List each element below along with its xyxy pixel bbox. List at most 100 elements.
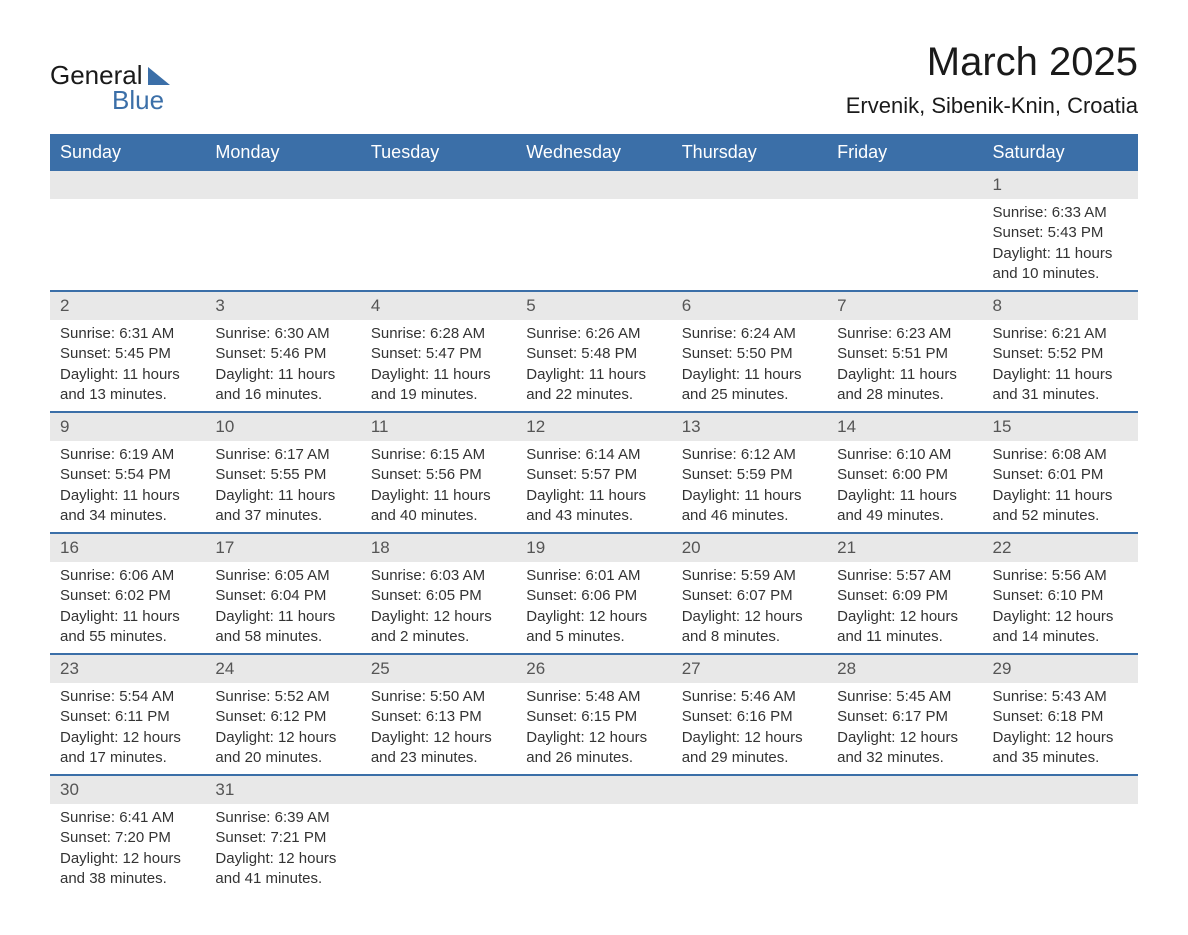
- calendar-cell: [983, 775, 1138, 895]
- sunrise-line: Sunrise: 6:24 AM: [682, 325, 796, 342]
- calendar-cell: [827, 171, 982, 291]
- logo: General Blue: [50, 60, 170, 116]
- day-number: 30: [50, 776, 205, 804]
- daylight-line2: and 46 minutes.: [682, 507, 789, 524]
- daylight-line2: and 5 minutes.: [526, 628, 624, 645]
- daylight-line: Daylight: 11 hours: [215, 608, 335, 625]
- sunset-line: Sunset: 5:43 PM: [993, 224, 1104, 241]
- day-number: 18: [361, 534, 516, 562]
- day-details: Sunrise: 6:30 AMSunset: 5:46 PMDaylight:…: [205, 320, 360, 411]
- sunset-line: Sunset: 6:10 PM: [993, 587, 1104, 604]
- calendar-cell: 11Sunrise: 6:15 AMSunset: 5:56 PMDayligh…: [361, 412, 516, 533]
- daylight-line2: and 35 minutes.: [993, 749, 1100, 766]
- daylight-line2: and 23 minutes.: [371, 749, 478, 766]
- daylight-line: Daylight: 12 hours: [993, 729, 1114, 746]
- day-details: Sunrise: 6:19 AMSunset: 5:54 PMDaylight:…: [50, 441, 205, 532]
- calendar-cell: [50, 171, 205, 291]
- sunrise-line: Sunrise: 6:03 AM: [371, 567, 485, 584]
- daylight-line: Daylight: 11 hours: [993, 487, 1113, 504]
- empty-day-header: [50, 171, 205, 199]
- sunset-line: Sunset: 5:48 PM: [526, 345, 637, 362]
- month-title: March 2025: [846, 40, 1138, 85]
- day-number: 6: [672, 292, 827, 320]
- title-block: March 2025 Ervenik, Sibenik-Knin, Croati…: [846, 40, 1138, 119]
- sunrise-line: Sunrise: 5:43 AM: [993, 688, 1107, 705]
- day-details: Sunrise: 5:54 AMSunset: 6:11 PMDaylight:…: [50, 683, 205, 774]
- daylight-line2: and 31 minutes.: [993, 386, 1100, 403]
- day-number: 19: [516, 534, 671, 562]
- calendar-cell: 1Sunrise: 6:33 AMSunset: 5:43 PMDaylight…: [983, 171, 1138, 291]
- calendar-row: 16Sunrise: 6:06 AMSunset: 6:02 PMDayligh…: [50, 533, 1138, 654]
- sunset-line: Sunset: 5:54 PM: [60, 466, 171, 483]
- weekday-header: Tuesday: [361, 134, 516, 171]
- daylight-line: Daylight: 12 hours: [682, 729, 803, 746]
- calendar-table: Sunday Monday Tuesday Wednesday Thursday…: [50, 134, 1138, 895]
- empty-day-header: [672, 776, 827, 804]
- day-number: 12: [516, 413, 671, 441]
- day-number: 11: [361, 413, 516, 441]
- daylight-line2: and 32 minutes.: [837, 749, 944, 766]
- sunrise-line: Sunrise: 6:01 AM: [526, 567, 640, 584]
- sunrise-line: Sunrise: 5:54 AM: [60, 688, 174, 705]
- empty-day-body: [205, 199, 360, 290]
- empty-day-header: [983, 776, 1138, 804]
- day-number: 16: [50, 534, 205, 562]
- sunset-line: Sunset: 6:02 PM: [60, 587, 171, 604]
- day-details: Sunrise: 5:50 AMSunset: 6:13 PMDaylight:…: [361, 683, 516, 774]
- sunset-line: Sunset: 6:04 PM: [215, 587, 326, 604]
- calendar-cell: 4Sunrise: 6:28 AMSunset: 5:47 PMDaylight…: [361, 291, 516, 412]
- daylight-line: Daylight: 11 hours: [682, 487, 802, 504]
- daylight-line2: and 10 minutes.: [993, 265, 1100, 282]
- sunset-line: Sunset: 5:51 PM: [837, 345, 948, 362]
- sunset-line: Sunset: 5:47 PM: [371, 345, 482, 362]
- calendar-row: 9Sunrise: 6:19 AMSunset: 5:54 PMDaylight…: [50, 412, 1138, 533]
- sunset-line: Sunset: 6:11 PM: [60, 708, 170, 725]
- sunrise-line: Sunrise: 5:59 AM: [682, 567, 796, 584]
- daylight-line2: and 37 minutes.: [215, 507, 322, 524]
- calendar-cell: 15Sunrise: 6:08 AMSunset: 6:01 PMDayligh…: [983, 412, 1138, 533]
- calendar-cell: 12Sunrise: 6:14 AMSunset: 5:57 PMDayligh…: [516, 412, 671, 533]
- calendar-cell: 3Sunrise: 6:30 AMSunset: 5:46 PMDaylight…: [205, 291, 360, 412]
- daylight-line: Daylight: 11 hours: [60, 608, 180, 625]
- weekday-header: Thursday: [672, 134, 827, 171]
- sunrise-line: Sunrise: 6:33 AM: [993, 204, 1107, 221]
- daylight-line2: and 55 minutes.: [60, 628, 167, 645]
- daylight-line: Daylight: 11 hours: [993, 366, 1113, 383]
- empty-day-header: [672, 171, 827, 199]
- daylight-line2: and 52 minutes.: [993, 507, 1100, 524]
- day-details: Sunrise: 6:23 AMSunset: 5:51 PMDaylight:…: [827, 320, 982, 411]
- sunset-line: Sunset: 6:00 PM: [837, 466, 948, 483]
- day-details: Sunrise: 6:08 AMSunset: 6:01 PMDaylight:…: [983, 441, 1138, 532]
- daylight-line2: and 2 minutes.: [371, 628, 469, 645]
- weekday-header: Sunday: [50, 134, 205, 171]
- empty-day-header: [827, 776, 982, 804]
- calendar-cell: 21Sunrise: 5:57 AMSunset: 6:09 PMDayligh…: [827, 533, 982, 654]
- empty-day-header: [205, 171, 360, 199]
- calendar-cell: 27Sunrise: 5:46 AMSunset: 6:16 PMDayligh…: [672, 654, 827, 775]
- calendar-cell: 10Sunrise: 6:17 AMSunset: 5:55 PMDayligh…: [205, 412, 360, 533]
- day-details: Sunrise: 6:03 AMSunset: 6:05 PMDaylight:…: [361, 562, 516, 653]
- calendar-cell: 28Sunrise: 5:45 AMSunset: 6:17 PMDayligh…: [827, 654, 982, 775]
- day-number: 14: [827, 413, 982, 441]
- daylight-line2: and 34 minutes.: [60, 507, 167, 524]
- day-number: 27: [672, 655, 827, 683]
- daylight-line2: and 38 minutes.: [60, 870, 167, 887]
- calendar-row: 23Sunrise: 5:54 AMSunset: 6:11 PMDayligh…: [50, 654, 1138, 775]
- empty-day-body: [672, 199, 827, 290]
- calendar-row: 1Sunrise: 6:33 AMSunset: 5:43 PMDaylight…: [50, 171, 1138, 291]
- weekday-header: Saturday: [983, 134, 1138, 171]
- calendar-cell: 20Sunrise: 5:59 AMSunset: 6:07 PMDayligh…: [672, 533, 827, 654]
- empty-day-body: [361, 199, 516, 290]
- calendar-cell: [827, 775, 982, 895]
- day-details: Sunrise: 6:01 AMSunset: 6:06 PMDaylight:…: [516, 562, 671, 653]
- sunrise-line: Sunrise: 6:19 AM: [60, 446, 174, 463]
- day-details: Sunrise: 6:05 AMSunset: 6:04 PMDaylight:…: [205, 562, 360, 653]
- weekday-header: Wednesday: [516, 134, 671, 171]
- calendar-body: 1Sunrise: 6:33 AMSunset: 5:43 PMDaylight…: [50, 171, 1138, 895]
- sunrise-line: Sunrise: 6:41 AM: [60, 809, 174, 826]
- day-details: Sunrise: 6:33 AMSunset: 5:43 PMDaylight:…: [983, 199, 1138, 290]
- calendar-row: 2Sunrise: 6:31 AMSunset: 5:45 PMDaylight…: [50, 291, 1138, 412]
- calendar-cell: 19Sunrise: 6:01 AMSunset: 6:06 PMDayligh…: [516, 533, 671, 654]
- sunrise-line: Sunrise: 6:10 AM: [837, 446, 951, 463]
- sunset-line: Sunset: 7:20 PM: [60, 829, 171, 846]
